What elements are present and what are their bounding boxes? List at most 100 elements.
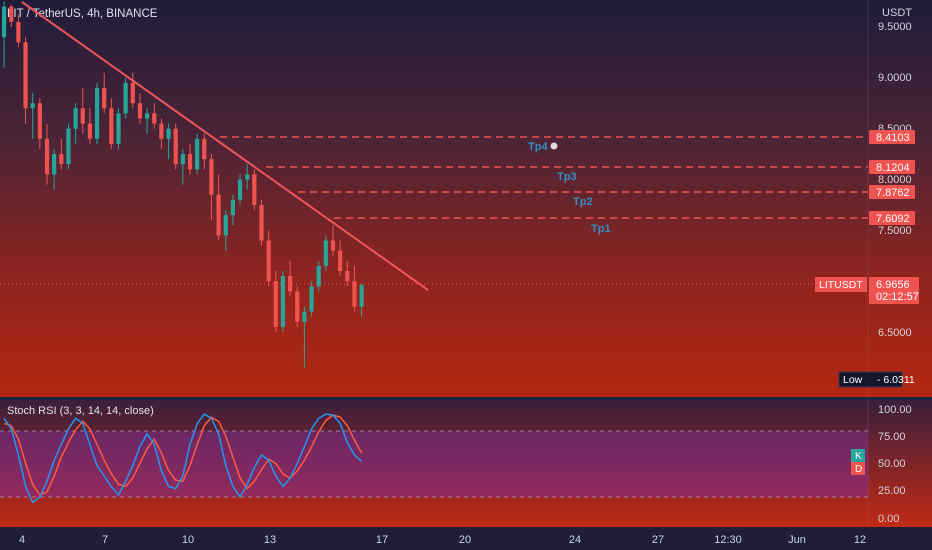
low-marker	[838, 371, 903, 388]
main-pane-background	[0, 0, 932, 397]
candle[interactable]	[323, 240, 328, 266]
candle[interactable]	[44, 138, 50, 175]
stoch-tick: 0.00	[878, 513, 899, 525]
tp1-price-badge	[869, 211, 915, 225]
time-label: Jun	[788, 534, 806, 546]
tp4-marker-icon	[550, 142, 558, 150]
candle[interactable]	[37, 103, 42, 139]
time-label: 12	[854, 534, 866, 546]
time-label: 27	[652, 534, 664, 546]
candle[interactable]	[87, 123, 92, 139]
candle[interactable]	[345, 271, 350, 282]
tp2-price-badge	[869, 185, 915, 199]
candle[interactable]	[338, 250, 343, 271]
candle[interactable]	[173, 128, 178, 165]
candle[interactable]	[109, 108, 114, 144]
candle[interactable]	[123, 82, 128, 114]
price-tick: 7.5000	[878, 225, 912, 237]
candles-group[interactable]	[2, 1, 364, 368]
candle[interactable]	[66, 128, 71, 165]
candle[interactable]	[209, 159, 214, 195]
candle[interactable]	[187, 154, 193, 170]
candle[interactable]	[94, 88, 100, 139]
candle[interactable]	[216, 194, 221, 236]
tp3-label: Tp3	[557, 171, 577, 183]
trendline[interactable]	[21, 1, 429, 291]
candle[interactable]	[352, 281, 357, 307]
tp1-label: Tp1	[591, 223, 611, 235]
time-label: 24	[569, 534, 581, 546]
stoch-d-line[interactable]	[3, 414, 363, 496]
ticker-badge	[815, 277, 867, 292]
d-badge	[851, 462, 865, 475]
candle[interactable]	[195, 138, 200, 170]
candle[interactable]	[280, 276, 286, 327]
candle[interactable]	[102, 88, 107, 109]
stoch-tick: 25.00	[878, 485, 906, 497]
candle[interactable]	[166, 128, 171, 139]
tp4-price: 8.4103	[876, 132, 910, 144]
candle[interactable]	[2, 6, 7, 38]
candle[interactable]	[30, 103, 35, 109]
last-price-value: 6.9656	[876, 279, 910, 291]
candle[interactable]	[316, 265, 321, 287]
candle[interactable]	[330, 240, 336, 251]
candle[interactable]	[223, 215, 228, 236]
tp2-price: 7.8762	[876, 187, 910, 199]
candle[interactable]	[80, 108, 85, 124]
candle[interactable]	[252, 174, 257, 205]
candle[interactable]	[202, 138, 207, 160]
time-label: 10	[182, 534, 194, 546]
currency-label: USDT	[882, 7, 912, 19]
time-axis[interactable]: 4 7 10 13 17 20 24 27 12:30 Jun 12	[19, 534, 866, 546]
bar-countdown: 02:12:57	[876, 291, 919, 303]
last-price-badge	[869, 277, 919, 304]
candle[interactable]	[152, 113, 157, 124]
candle[interactable]	[309, 286, 314, 312]
stoch-band	[0, 431, 868, 497]
candle[interactable]	[145, 113, 150, 119]
candle[interactable]	[159, 123, 164, 139]
candle[interactable]	[116, 113, 121, 144]
pane-divider[interactable]	[0, 397, 932, 400]
candle[interactable]	[359, 284, 364, 307]
target-lines[interactable]: Tp4 Tp3 Tp2 Tp1 8.4103 8.1204 7.8762 7.6…	[220, 130, 915, 235]
time-label: 13	[264, 534, 276, 546]
stoch-pane-background	[0, 400, 932, 527]
candle[interactable]	[288, 276, 293, 292]
candle[interactable]	[237, 179, 243, 200]
candle[interactable]	[59, 154, 64, 165]
stoch-k-line[interactable]	[3, 413, 363, 504]
candle[interactable]	[273, 281, 278, 327]
candle[interactable]	[23, 42, 28, 109]
candle[interactable]	[230, 199, 235, 216]
low-label: Low	[843, 374, 863, 386]
time-label: 4	[19, 534, 25, 546]
ticker-label: LITUSDT	[819, 279, 863, 291]
time-label: 12:30	[714, 534, 742, 546]
candle[interactable]	[180, 154, 185, 165]
candle[interactable]	[295, 291, 300, 322]
candle[interactable]	[16, 21, 21, 43]
time-label: 17	[376, 534, 388, 546]
candle[interactable]	[245, 174, 250, 180]
k-badge	[851, 449, 865, 462]
candle[interactable]	[73, 108, 78, 129]
price-tick: 6.5000	[878, 327, 912, 339]
low-value: - 6.0311	[877, 374, 915, 386]
price-tick: 8.0000	[878, 174, 912, 186]
candle[interactable]	[137, 103, 143, 119]
stoch-axis[interactable]: 100.00 75.00 50.00 25.00 0.00	[878, 404, 912, 525]
stoch-tick: 50.00	[878, 458, 906, 470]
candle[interactable]	[266, 240, 271, 282]
candle[interactable]	[9, 6, 14, 22]
candle[interactable]	[259, 204, 264, 241]
candle[interactable]	[52, 154, 57, 175]
candle[interactable]	[130, 82, 135, 104]
tp4-label: Tp4	[528, 141, 548, 153]
tp3-price-badge	[869, 160, 915, 174]
tp3-price: 8.1204	[876, 162, 910, 174]
tp4-price-badge	[869, 130, 915, 144]
candle[interactable]	[302, 311, 307, 322]
